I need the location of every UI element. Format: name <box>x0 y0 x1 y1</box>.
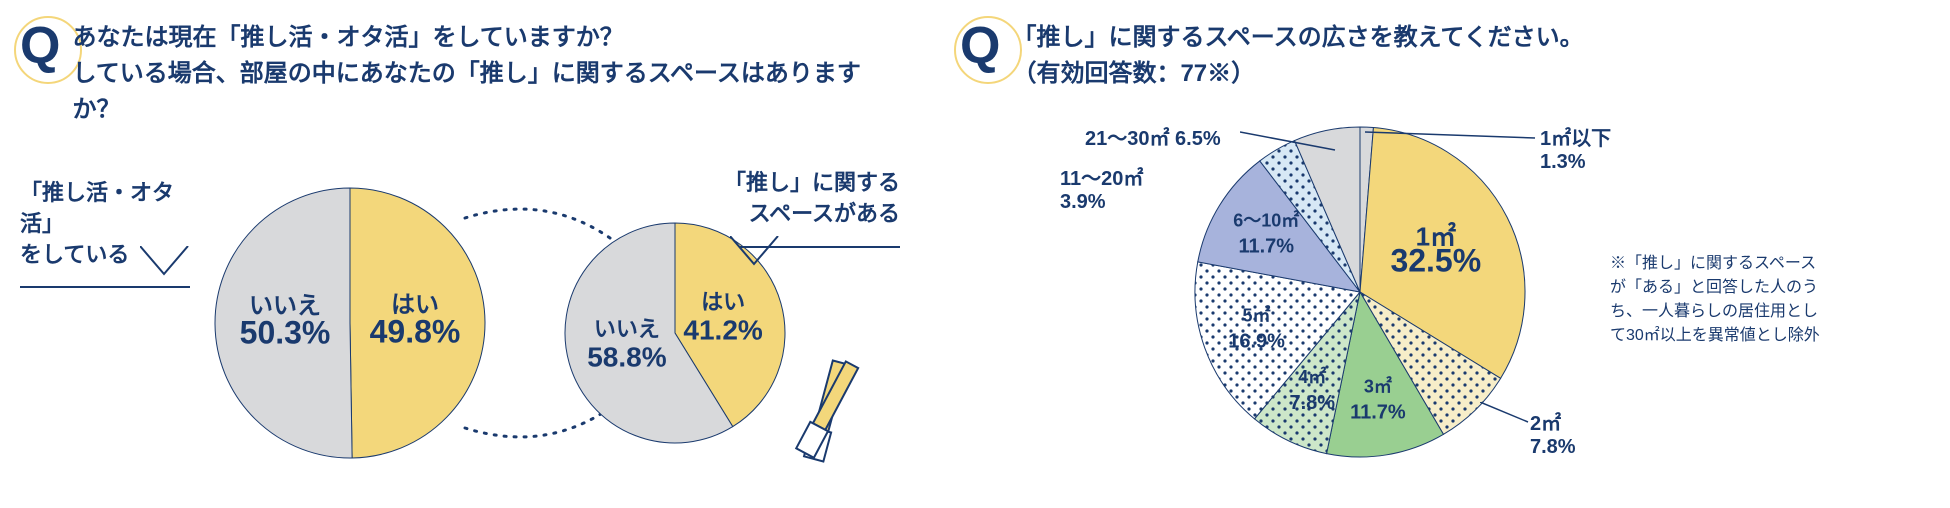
slice-pct: 32.5% <box>1390 243 1481 279</box>
q-left-line2: している場合、部屋の中にあなたの「推し」に関するスペースはありますか？ <box>72 60 860 123</box>
slice-label: いいえ <box>594 317 660 342</box>
slice-label: 6〜10㎡ <box>1233 209 1299 230</box>
slice-label: 5㎡ <box>1243 304 1271 325</box>
ext-l9: 21〜30㎡ 6.5% <box>1085 128 1221 150</box>
slice-pct: 41.2% <box>683 314 762 345</box>
ext-l5p: 7.8% <box>1530 436 1576 458</box>
ext-l8p: 3.9% <box>1060 191 1106 213</box>
callout1-line1: 「推し活・オタ活」 <box>20 180 174 236</box>
callout2-line1: 「推し」に関する <box>724 170 900 195</box>
footnote: ※「推し」に関するスペースが「ある」と回答した人のうち、一人暮らしの居住用として… <box>1610 252 1830 348</box>
ext-label-21-30: 21〜30㎡ 6.5% <box>1085 122 1221 151</box>
question-header-left: Q あなたは現在「推し活・オタ活」をしていますか？ している場合、部屋の中にあな… <box>20 20 900 128</box>
panel-oshi-activity: Q あなたは現在「推し活・オタ活」をしていますか？ している場合、部屋の中にあな… <box>20 20 900 488</box>
ext-l5: 2㎡ <box>1530 413 1561 435</box>
slice-label: 3㎡ <box>1364 376 1392 397</box>
slice-pct: 11.7% <box>1350 402 1406 424</box>
ext-label-2m: 2㎡ 7.8% <box>1530 407 1576 459</box>
q-left-line1: あなたは現在「推し活・オタ活」をしていますか？ <box>72 24 623 51</box>
slice-label: はい <box>701 289 745 314</box>
slice-pct: 58.8% <box>587 342 666 373</box>
panel-space-size: Q 「推し」に関するスペースの広さを教えてください。 （有効回答数：77※） 1… <box>960 20 1930 488</box>
ext-l8: 11〜20㎡ <box>1060 168 1143 190</box>
callout-doing-oshi: 「推し活・オタ活」 をしている <box>20 178 210 288</box>
slice-pct: 50.3% <box>240 315 331 351</box>
ext-l1: 1㎡以下 <box>1540 128 1611 150</box>
ext-label-11-20: 11〜20㎡ 3.9% <box>1060 162 1143 214</box>
penlight-icon <box>790 358 880 478</box>
slice-label: 4㎡ <box>1298 366 1326 387</box>
q-right-line2: （有効回答数：77※） <box>1012 60 1255 87</box>
callout1-line2: をしている <box>20 242 129 267</box>
callout2-line2: スペースがある <box>749 201 900 226</box>
q-right-line1: 「推し」に関するスペースの広さを教えてください。 <box>1012 24 1583 51</box>
slice-pct: 16.9% <box>1228 330 1285 352</box>
q-icon: Q <box>20 20 60 72</box>
slice-pct: 7.8% <box>1289 392 1335 414</box>
ext-label-1m-under: 1㎡以下 1.3% <box>1540 122 1611 174</box>
question-header-right: Q 「推し」に関するスペースの広さを教えてください。 （有効回答数：77※） <box>960 20 1930 92</box>
q-icon: Q <box>960 20 1000 72</box>
slice-pct: 11.7% <box>1238 235 1294 257</box>
pie-space-size: 1㎡32.5%3㎡11.7%4㎡7.8%5㎡16.9%6〜10㎡11.7% <box>1190 122 1530 462</box>
question-text-left: あなたは現在「推し活・オタ活」をしていますか？ している場合、部屋の中にあなたの… <box>72 20 900 128</box>
question-text-right: 「推し」に関するスペースの広さを教えてください。 （有効回答数：77※） <box>1012 20 1583 92</box>
callout-has-space: 「推し」に関する スペースがある <box>710 168 900 248</box>
ext-l1p: 1.3% <box>1540 151 1586 173</box>
